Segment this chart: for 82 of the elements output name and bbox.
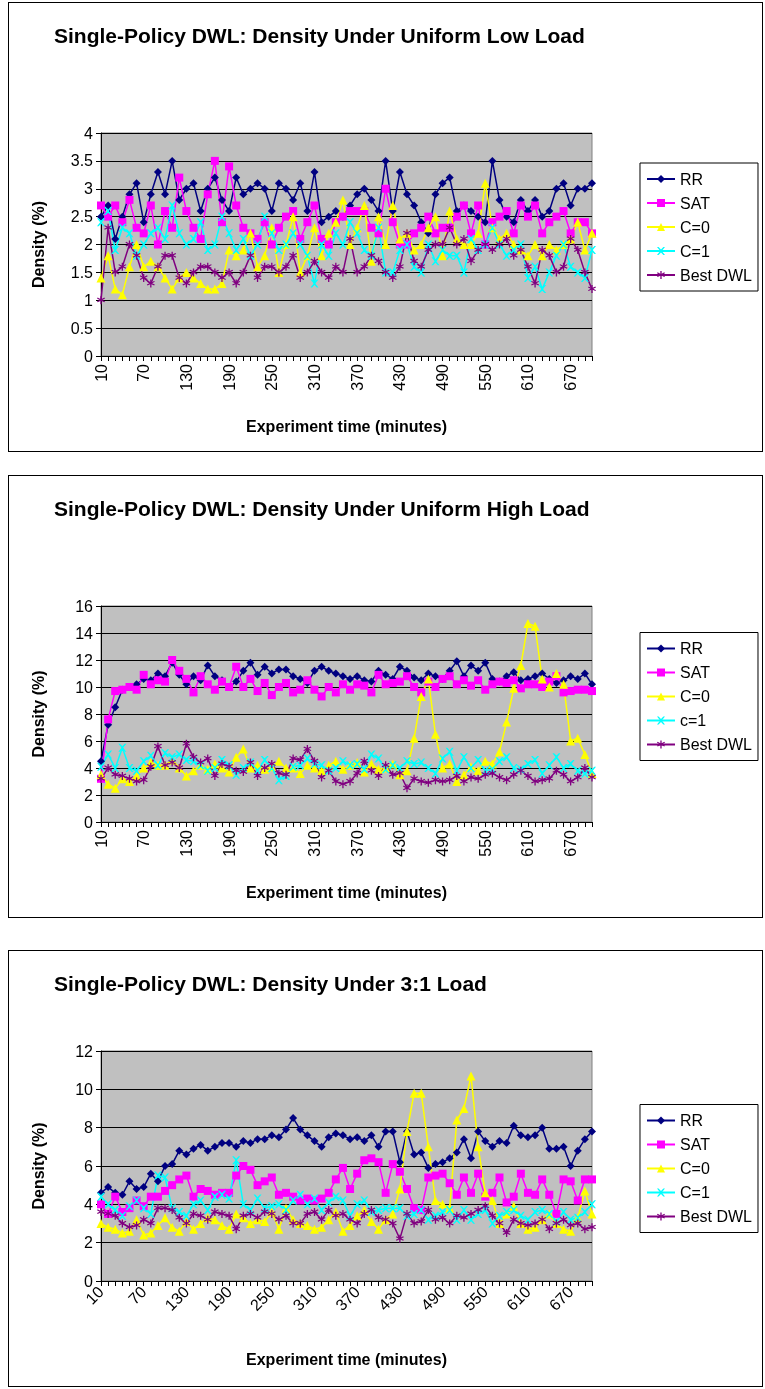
y-tick-label: 1	[84, 291, 94, 309]
x-tick-label: 670	[562, 363, 580, 391]
x-tick-label: 430	[391, 829, 409, 857]
y-tick-label: 2	[84, 1234, 94, 1252]
x-tick-label: 130	[177, 829, 195, 857]
y-tick-label: 12	[75, 1042, 94, 1060]
legend-label: C=0	[679, 218, 710, 236]
x-tick-label: 130	[177, 363, 195, 391]
legend-label: c=1	[679, 712, 707, 729]
legend-label: RR	[679, 170, 704, 188]
y-tick-label: 6	[84, 1157, 94, 1175]
y-tick-label: 2	[84, 236, 94, 253]
y-tick-label: 0	[84, 1272, 94, 1290]
y-tick-label: 2.5	[70, 208, 94, 226]
x-tick-label: 670	[545, 1282, 577, 1314]
x-tick-label: 250	[246, 1282, 278, 1314]
y-tick-label: 0	[84, 813, 94, 831]
x-tick-label: 430	[375, 1282, 406, 1314]
legend-label: SAT	[679, 194, 711, 212]
y-axis-title: Density (%)	[29, 670, 47, 758]
y-tick-label: 10	[75, 678, 94, 696]
y-tick-label: 4	[84, 1195, 94, 1213]
x-tick-label: 490	[434, 363, 452, 391]
x-tick-label: 370	[348, 363, 366, 391]
y-tick-label: 8	[84, 705, 94, 723]
y-axis-title: Density (%)	[29, 1122, 47, 1210]
y-tick-label: 4	[84, 759, 94, 777]
legend-label: C=0	[679, 688, 710, 705]
x-tick-label: 490	[417, 1282, 449, 1314]
x-axis-title: Experiment time (minutes)	[246, 883, 447, 901]
x-tick-label: 550	[476, 363, 494, 391]
x-tick-label: 310	[289, 1282, 321, 1314]
legend-label: SAT	[679, 1136, 711, 1153]
legend-label: RR	[679, 640, 704, 657]
y-tick-label: 3	[84, 180, 94, 198]
x-tick-label: 310	[305, 829, 323, 857]
x-tick-label: 190	[204, 1282, 236, 1314]
y-tick-label: 1.5	[70, 263, 94, 281]
x-tick-label: 70	[135, 363, 153, 382]
legend-label: C=0	[679, 1160, 710, 1177]
x-tick-label: 550	[460, 1282, 492, 1314]
chart-title: Single-Policy DWL: Density Under 3:1 Load	[54, 971, 487, 995]
legend-label: Best DWL	[679, 736, 753, 753]
y-tick-label: 16	[75, 597, 94, 615]
legend-label: SAT	[679, 664, 711, 681]
x-tick-label: 490	[434, 829, 452, 857]
x-tick-label: 670	[562, 829, 580, 857]
x-tick-label: 250	[263, 363, 281, 391]
y-tick-label: 0	[84, 347, 94, 365]
x-tick-label: 610	[503, 1282, 535, 1314]
y-tick-label: 0.5	[70, 319, 94, 337]
chart-title: Single-Policy DWL: Density Under Uniform Low Load	[54, 23, 585, 47]
x-tick-label: 430	[391, 363, 409, 391]
legend-label: C=1	[679, 1184, 710, 1201]
legend-label: C=1	[679, 242, 710, 260]
y-tick-label: 10	[75, 1080, 94, 1098]
x-tick-label: 130	[161, 1282, 193, 1314]
legend-label: Best DWL	[679, 266, 753, 284]
y-tick-label: 12	[75, 651, 94, 669]
y-tick-label: 3.5	[70, 152, 94, 170]
x-tick-label: 370	[348, 829, 366, 857]
x-tick-label: 370	[332, 1282, 364, 1314]
x-tick-label: 190	[220, 363, 238, 391]
y-tick-label: 14	[75, 624, 94, 642]
x-axis-title: Experiment time (minutes)	[246, 1350, 447, 1368]
y-tick-label: 4	[84, 124, 94, 142]
y-tick-label: 6	[84, 732, 94, 750]
y-tick-label: 8	[84, 1119, 94, 1137]
x-tick-label: 250	[263, 829, 281, 857]
chart-title: Single-Policy DWL: Density Under Uniform High Load	[54, 496, 590, 520]
x-tick-label: 70	[125, 1282, 150, 1308]
x-tick-label: 70	[135, 829, 153, 848]
legend-label: RR	[679, 1112, 704, 1129]
x-tick-label: 610	[519, 829, 537, 857]
x-axis-title: Experiment time (minutes)	[246, 417, 447, 435]
x-tick-label: 310	[305, 363, 323, 391]
x-tick-label: 550	[476, 829, 494, 857]
x-tick-label: 190	[220, 829, 238, 857]
y-axis-title: Density (%)	[29, 200, 47, 289]
legend-label: Best DWL	[679, 1208, 753, 1225]
y-tick-label: 2	[84, 786, 94, 804]
x-tick-label: 610	[519, 363, 537, 391]
